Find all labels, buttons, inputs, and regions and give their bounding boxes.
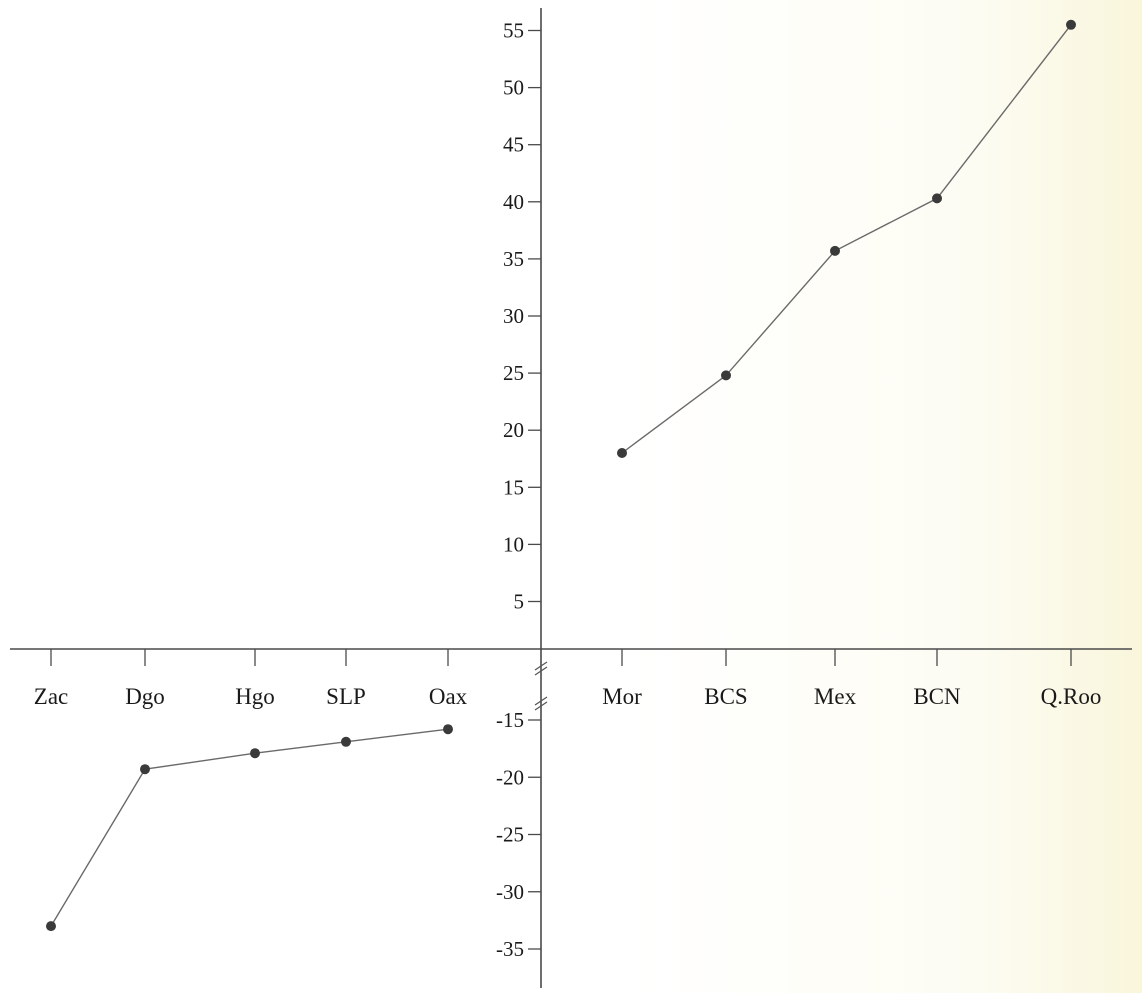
x-tick-label: Mor — [602, 684, 642, 709]
x-tick-label: Hgo — [235, 684, 275, 709]
data-point — [1066, 19, 1076, 30]
y-tick-label: 50 — [503, 76, 524, 100]
series-line — [621, 24, 1072, 454]
y-tick-label: 55 — [503, 19, 524, 43]
data-point — [443, 724, 453, 735]
y-tick-label: -20 — [496, 765, 524, 789]
y-tick-label: 35 — [503, 247, 524, 271]
data-point — [46, 921, 56, 932]
y-tick-label: 40 — [503, 190, 524, 214]
y-tick-label: -25 — [496, 823, 524, 847]
x-tick-label: Dgo — [125, 684, 165, 709]
x-ticks: Zac Dgo Hgo SLP Oax Mor BCS Mex BCN Q.Roo — [34, 649, 1102, 709]
y-tick-label: 25 — [503, 361, 524, 385]
data-point — [932, 193, 942, 204]
y-tick-label: -30 — [496, 880, 524, 904]
data-point — [830, 245, 840, 256]
x-tick-label: Oax — [429, 684, 468, 709]
y-ticks: 55 50 45 40 35 30 25 20 15 10 5 -15 -20 -25 -30 -35 — [496, 19, 541, 961]
data-point — [341, 736, 351, 747]
data-point — [617, 448, 627, 458]
series-line — [50, 728, 449, 927]
x-tick-label: BCN — [913, 684, 961, 709]
y-tick-label: 15 — [503, 475, 524, 499]
data-markers — [46, 19, 1076, 932]
x-tick-label: Mex — [814, 684, 857, 709]
series-lines — [50, 24, 1072, 927]
x-tick-label: SLP — [326, 684, 366, 709]
y-tick-label: 10 — [503, 532, 524, 556]
x-tick-label: BCS — [704, 684, 747, 709]
y-tick-label: -15 — [496, 708, 524, 732]
x-tick-label: Q.Roo — [1041, 684, 1102, 709]
y-tick-label: 20 — [503, 418, 524, 442]
y-tick-label: 45 — [503, 133, 524, 157]
y-tick-label: 30 — [503, 304, 524, 328]
data-point — [140, 764, 150, 775]
axis-break-mark — [534, 661, 548, 711]
y-tick-label: -35 — [496, 937, 524, 961]
data-point — [250, 748, 260, 759]
y-tick-label: 5 — [514, 590, 525, 614]
x-tick-label: Zac — [34, 684, 68, 709]
data-point — [721, 370, 731, 381]
